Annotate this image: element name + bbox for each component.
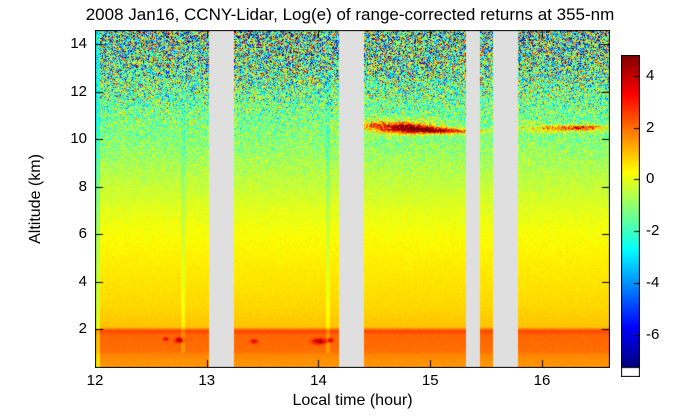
x-tick-label: 13 (198, 372, 216, 389)
heatmap-plot (95, 30, 610, 368)
y-tick-label: 8 (78, 177, 87, 195)
y-tick-label: 4 (78, 272, 87, 290)
colorbar-tick-label: 2 (646, 118, 655, 136)
y-tick-label: 12 (70, 82, 87, 100)
y-tick-label: 2 (78, 320, 87, 338)
colorbar (621, 55, 640, 377)
y-tick-label: 14 (70, 35, 87, 53)
y-tick-label: 10 (70, 130, 87, 148)
x-tick-label: 12 (86, 372, 104, 389)
x-tick-label: 15 (421, 372, 439, 389)
colorbar-tick-label: -4 (646, 274, 660, 292)
x-tick-label: 14 (310, 372, 327, 389)
colorbar-tick-label: -6 (646, 325, 660, 343)
colorbar-tick-label: 4 (646, 66, 655, 84)
colorbar-tick-label: -2 (646, 222, 660, 240)
chart-title: 2008 Jan16, CCNY-Lidar, Log(e) of range-… (85, 5, 615, 24)
colorbar-tick-label: 0 (646, 170, 655, 188)
y-tick-label: 6 (78, 225, 87, 243)
x-axis-label: Local time (hour) (292, 392, 413, 409)
y-axis-label: Altitude (km) (27, 154, 44, 244)
x-tick-label: 16 (533, 372, 551, 389)
